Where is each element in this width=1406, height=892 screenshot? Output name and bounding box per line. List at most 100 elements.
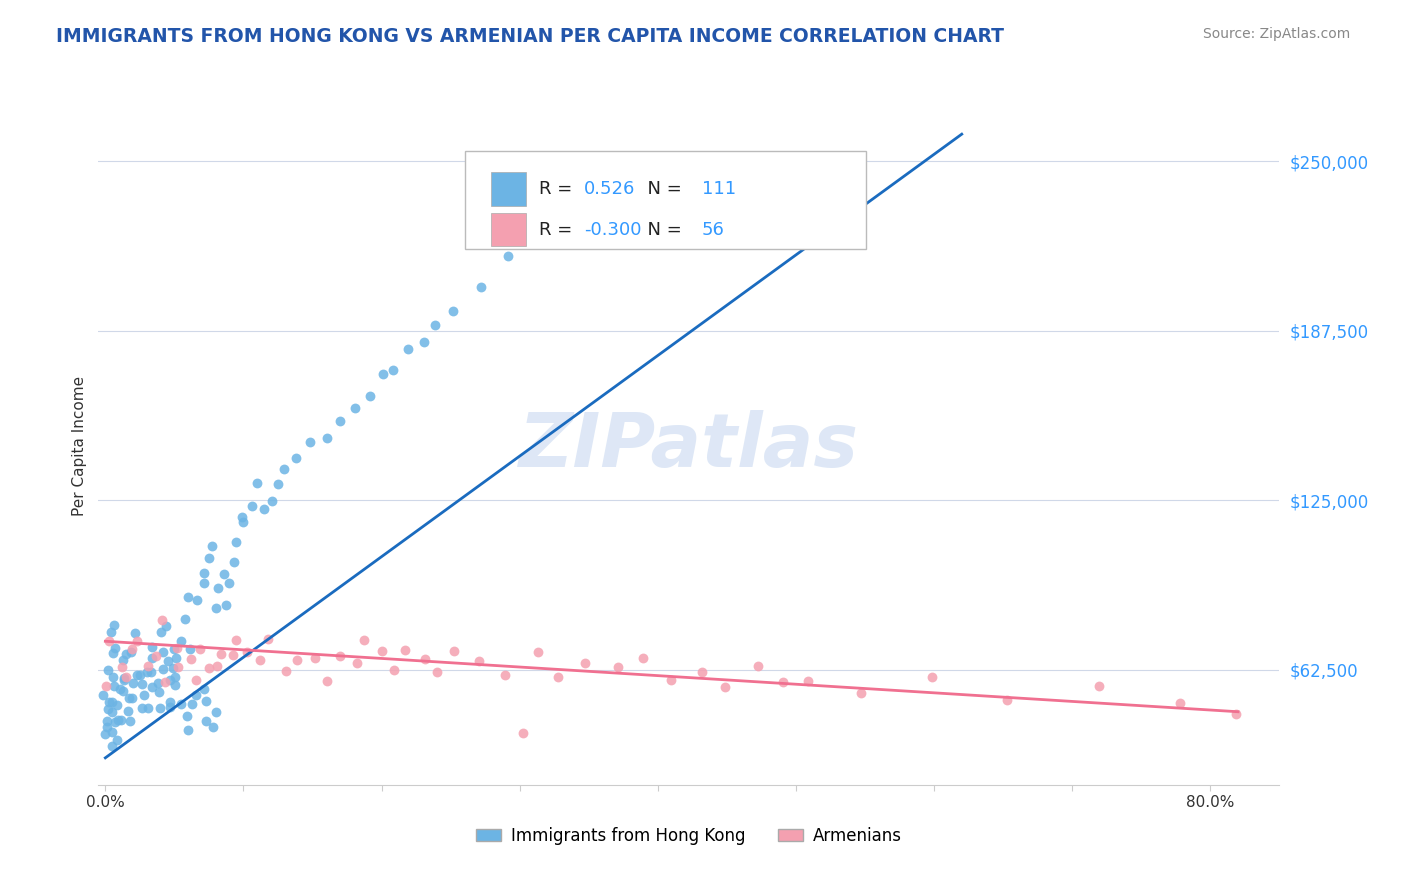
Point (103, 670, 125, 684)
Point (851, 686, 873, 700)
Point (141, 640, 163, 655)
Point (204, 601, 226, 615)
Point (115, 648, 138, 662)
Point (100, 625, 122, 640)
Point (797, 673, 820, 688)
Point (470, 279, 492, 293)
Point (120, 714, 142, 728)
Point (111, 683, 134, 698)
Point (284, 451, 307, 466)
Point (186, 688, 208, 702)
Point (98, 694, 121, 708)
Point (443, 644, 465, 658)
Point (166, 641, 188, 656)
Point (104, 640, 127, 655)
Point (1168, 697, 1191, 711)
Point (103, 679, 125, 693)
Point (304, 650, 326, 665)
Point (146, 675, 169, 690)
Text: 0.526: 0.526 (583, 180, 636, 198)
Point (101, 725, 124, 739)
Point (125, 633, 148, 648)
Point (198, 551, 221, 566)
Point (167, 660, 190, 674)
Text: N =: N = (636, 220, 688, 238)
Point (260, 493, 283, 508)
Point (114, 670, 136, 684)
Point (205, 659, 228, 673)
Point (97, 663, 120, 677)
Point (526, 644, 548, 658)
Point (235, 645, 257, 659)
Point (198, 661, 221, 675)
Point (512, 726, 534, 740)
Point (127, 668, 149, 682)
Point (232, 515, 254, 529)
Point (120, 644, 142, 658)
Point (179, 641, 201, 656)
Point (212, 567, 235, 582)
Point (176, 709, 198, 723)
Point (246, 476, 269, 491)
Point (329, 648, 352, 663)
Point (371, 367, 394, 381)
Point (97, 701, 120, 715)
Text: ZIPatlas: ZIPatlas (519, 409, 859, 483)
Point (425, 318, 447, 333)
Point (138, 701, 160, 715)
Point (285, 653, 308, 667)
Point (184, 673, 207, 688)
Point (149, 701, 172, 715)
Text: 56: 56 (702, 220, 725, 238)
Point (141, 651, 163, 665)
Text: -0.300: -0.300 (583, 220, 641, 238)
Point (156, 654, 179, 668)
Point (148, 685, 170, 699)
Point (101, 695, 124, 709)
Point (188, 641, 211, 656)
Point (195, 694, 218, 708)
Point (101, 739, 124, 753)
Point (94, 679, 117, 693)
Point (494, 668, 516, 682)
Point (104, 714, 127, 729)
Legend: Immigrants from Hong Kong, Armenians: Immigrants from Hong Kong, Armenians (468, 820, 910, 851)
Text: R =: R = (538, 220, 578, 238)
Point (101, 646, 124, 660)
Point (121, 642, 143, 657)
Point (225, 632, 247, 647)
Point (574, 656, 596, 670)
Point (218, 576, 240, 591)
Point (299, 434, 322, 449)
Point (132, 689, 155, 703)
Point (145, 649, 167, 664)
Point (772, 675, 794, 690)
Point (170, 633, 193, 648)
Text: N =: N = (636, 180, 688, 198)
Point (381, 363, 404, 377)
Point (631, 650, 654, 665)
Point (316, 431, 339, 445)
Point (468, 654, 491, 668)
Point (267, 476, 290, 491)
Point (315, 674, 337, 689)
Point (394, 643, 416, 657)
Point (96, 714, 118, 728)
Point (371, 644, 394, 658)
Point (165, 651, 187, 665)
Point (103, 618, 125, 632)
Point (129, 667, 152, 681)
Point (177, 723, 200, 738)
Point (344, 401, 367, 415)
Point (159, 700, 181, 714)
Point (222, 555, 245, 569)
Point (186, 593, 208, 607)
Point (124, 626, 146, 640)
Text: IMMIGRANTS FROM HONG KONG VS ARMENIAN PER CAPITA INCOME CORRELATION CHART: IMMIGRANTS FROM HONG KONG VS ARMENIAN PE… (56, 27, 1004, 45)
Point (105, 733, 128, 747)
Point (173, 612, 195, 626)
Point (163, 641, 186, 656)
Point (180, 697, 202, 711)
Point (547, 670, 569, 684)
Point (110, 713, 132, 727)
